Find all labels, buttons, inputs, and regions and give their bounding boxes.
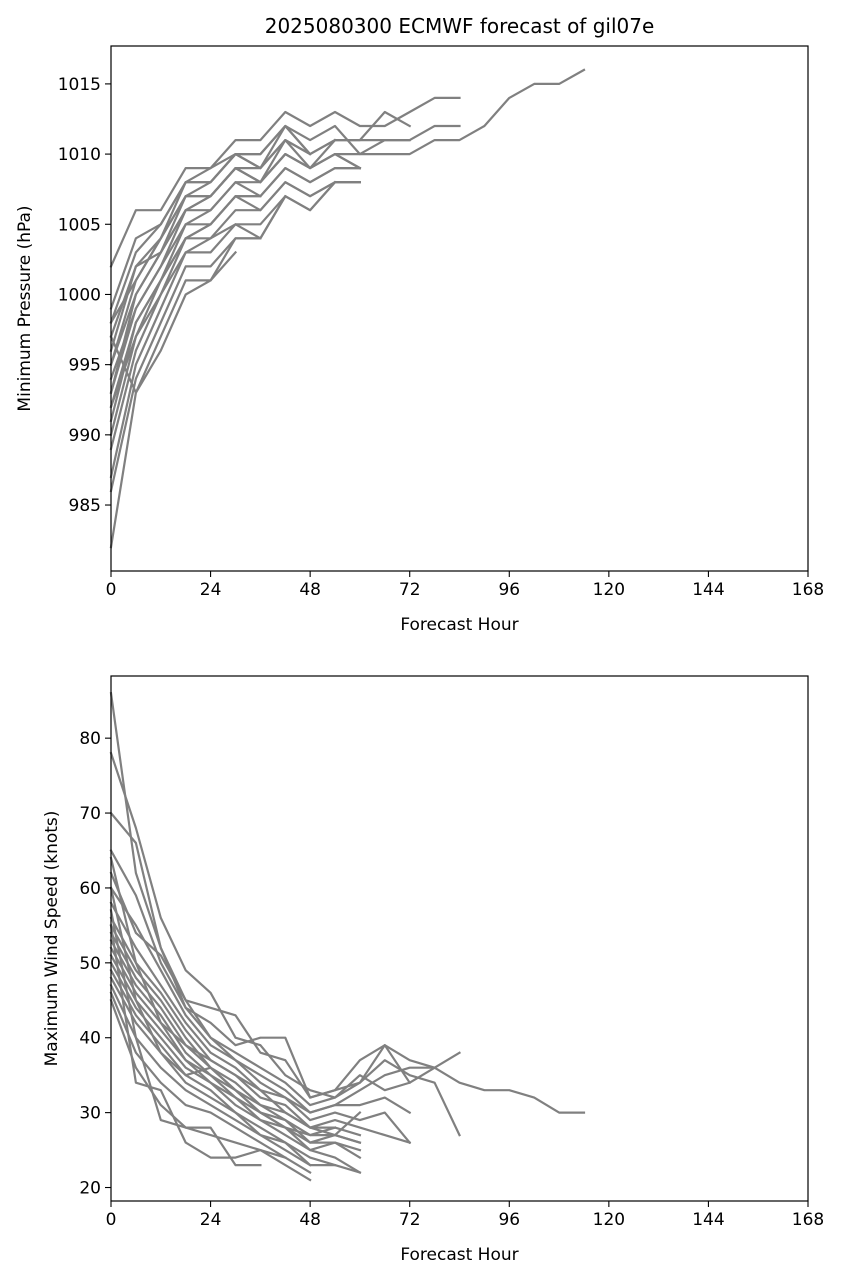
series-line [109, 856, 362, 1137]
series-group [109, 691, 586, 1182]
y-tick-label: 1000 [58, 285, 101, 305]
x-tick-label: 144 [692, 1210, 724, 1230]
series-line [109, 871, 412, 1107]
series-line [109, 886, 337, 1137]
series-line [109, 983, 312, 1167]
y-tick-label: 995 [69, 356, 101, 376]
series-line [109, 139, 312, 325]
y-tick-label: 20 [79, 1179, 101, 1199]
x-tick-label: 72 [399, 1210, 421, 1230]
series-line [109, 195, 262, 409]
y-tick-label: 30 [79, 1104, 101, 1124]
plot-frame [110, 45, 809, 572]
x-tick-label: 24 [200, 1210, 222, 1230]
y-tick-label: 70 [79, 804, 101, 824]
series-line [109, 153, 362, 381]
y-tick-label: 985 [69, 496, 101, 516]
pressure-chart: 0 24 48 72 96 120 144 168 985 990 995 1000 1005 1010 1… [15, 14, 824, 635]
plot-frame [110, 675, 809, 1202]
y-axis-label: Minimum Pressure (hPa) [15, 205, 35, 411]
x-tick-label: 24 [200, 580, 222, 600]
x-tick-label: 48 [299, 580, 321, 600]
series-line [109, 751, 462, 1099]
y-tick-label: 50 [79, 954, 101, 974]
y-axis-label: Maximum Wind Speed (knots) [42, 811, 62, 1067]
series-line [109, 923, 362, 1137]
x-axis-label: Forecast Hour [400, 1245, 518, 1265]
x-tick-label: 168 [792, 1210, 824, 1230]
y-tick-label: 1010 [58, 145, 101, 165]
series-line [109, 181, 361, 423]
x-tick-label: 0 [106, 580, 117, 600]
series-line [109, 194, 287, 493]
series-line [109, 976, 337, 1167]
series-line [109, 909, 262, 1167]
x-tick-label: 72 [399, 580, 421, 600]
series-line [109, 924, 287, 1159]
series-line [109, 961, 362, 1175]
series-line [109, 180, 337, 479]
y-tick-label: 1015 [58, 75, 101, 95]
x-tick-label: 120 [593, 1210, 625, 1230]
y-tick-label: 80 [79, 729, 101, 749]
x-tick-label: 96 [498, 580, 520, 600]
y-tick-label: 990 [69, 426, 101, 446]
x-tick-label: 96 [498, 1210, 520, 1230]
y-tick-label: 60 [79, 879, 101, 899]
series-line [109, 167, 361, 395]
series-line [109, 998, 312, 1182]
x-tick-label: 144 [692, 580, 724, 600]
chart-title: 2025080300 ECMWF forecast of gil07e [265, 14, 655, 38]
x-tick-label: 48 [299, 1210, 321, 1230]
y-tick-label: 40 [79, 1029, 101, 1049]
y-tick-label: 1005 [58, 215, 101, 235]
x-tick-label: 168 [792, 580, 824, 600]
wind-chart: 0 24 48 72 96 120 144 168 20 30 40 50 60 70 80 Forecast… [42, 675, 824, 1265]
series-line [109, 181, 361, 437]
series-line [109, 849, 437, 1099]
series-line [109, 96, 461, 268]
x-tick-label: 120 [593, 580, 625, 600]
x-tick-label: 0 [106, 1210, 117, 1230]
series-group [109, 68, 586, 549]
x-axis-label: Forecast Hour [400, 615, 518, 635]
series-line [109, 916, 412, 1144]
series-line [109, 953, 362, 1160]
series-line [109, 691, 586, 1114]
series-line [109, 250, 238, 394]
series-line [109, 886, 412, 1115]
